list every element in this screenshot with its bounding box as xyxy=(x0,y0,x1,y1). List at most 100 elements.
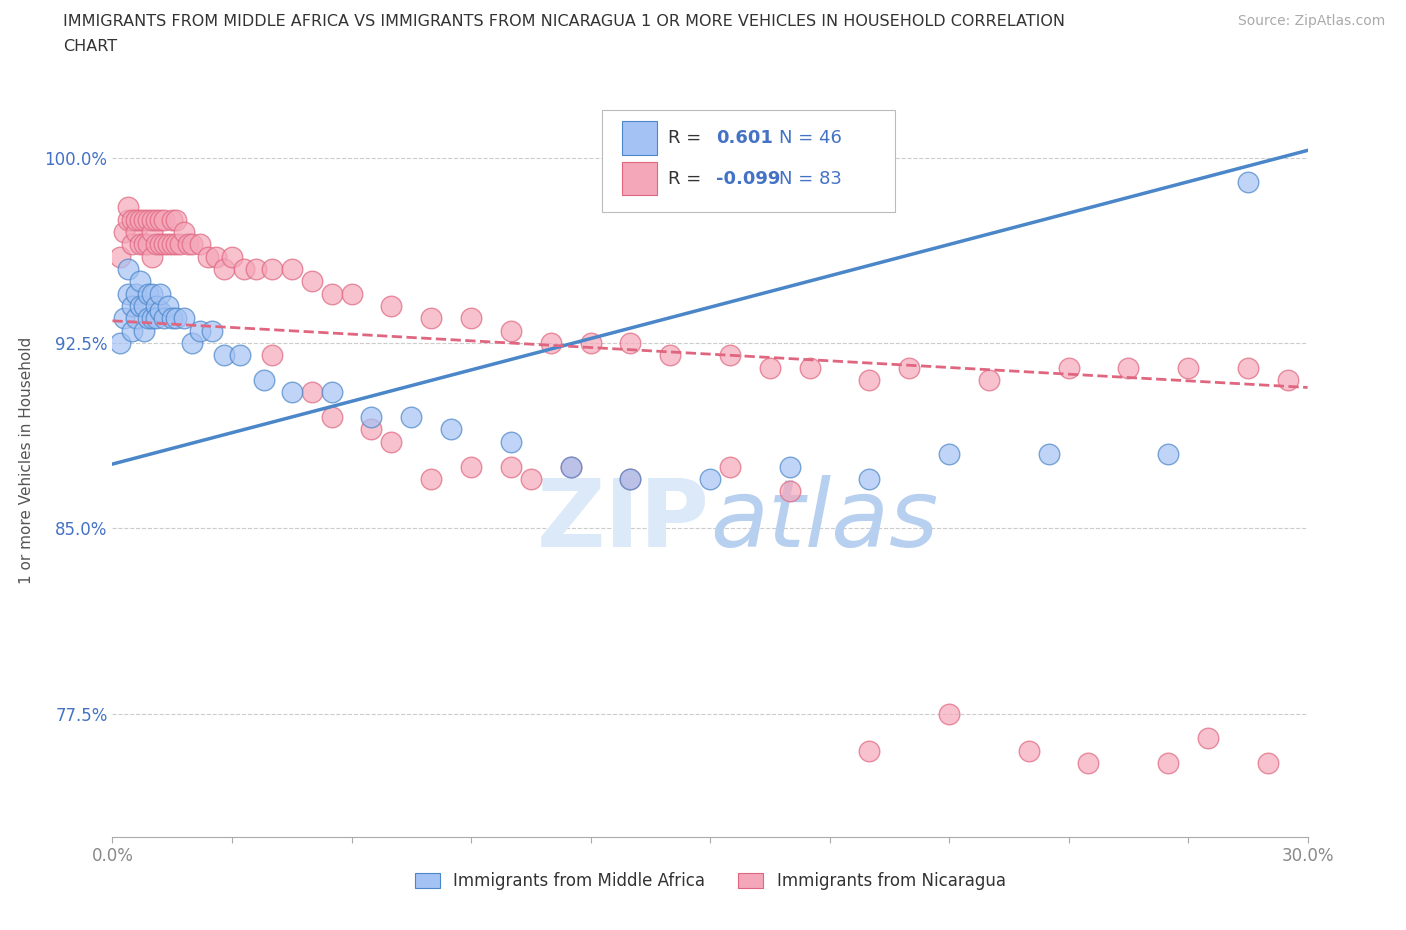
FancyBboxPatch shape xyxy=(603,110,896,212)
Point xyxy=(440,422,463,437)
Point xyxy=(153,237,176,252)
Point xyxy=(138,311,160,325)
Point xyxy=(125,212,148,227)
Point xyxy=(157,299,180,313)
Text: IMMIGRANTS FROM MIDDLE AFRICA VS IMMIGRANTS FROM NICARAGUA 1 OR MORE VEHICLES IN: IMMIGRANTS FROM MIDDLE AFRICA VS IMMIGRA… xyxy=(63,14,1066,29)
Point xyxy=(253,373,276,388)
Point xyxy=(173,224,195,239)
Point xyxy=(718,348,741,363)
Point xyxy=(129,212,152,227)
Point xyxy=(579,336,602,351)
Y-axis label: 1 or more Vehicles in Household: 1 or more Vehicles in Household xyxy=(18,337,34,584)
Point xyxy=(858,472,880,486)
Point xyxy=(125,311,148,325)
Point xyxy=(1237,360,1260,375)
Point xyxy=(1157,446,1180,461)
Point xyxy=(1018,743,1040,758)
Point xyxy=(619,472,641,486)
Point xyxy=(1257,755,1279,770)
Point xyxy=(141,249,163,264)
Point xyxy=(898,360,921,375)
Text: N = 83: N = 83 xyxy=(779,169,842,188)
Point xyxy=(110,336,132,351)
Point xyxy=(1038,446,1060,461)
Point xyxy=(141,224,163,239)
Point xyxy=(245,261,267,276)
Point xyxy=(759,360,782,375)
Point xyxy=(117,200,139,215)
Point xyxy=(560,459,582,474)
Point xyxy=(281,261,304,276)
Point xyxy=(117,212,139,227)
Point xyxy=(197,249,219,264)
Point xyxy=(173,311,195,325)
Point xyxy=(114,311,135,325)
Point xyxy=(149,286,172,301)
Point xyxy=(858,373,880,388)
Point xyxy=(779,484,801,498)
Point xyxy=(138,212,160,227)
Point xyxy=(125,224,148,239)
Text: N = 46: N = 46 xyxy=(779,129,842,147)
Point xyxy=(1237,175,1260,190)
Point xyxy=(141,212,163,227)
Point xyxy=(169,237,191,252)
Point xyxy=(201,324,224,339)
Point xyxy=(205,249,228,264)
Point xyxy=(188,324,211,339)
Point xyxy=(129,237,152,252)
Point xyxy=(145,311,167,325)
Text: Source: ZipAtlas.com: Source: ZipAtlas.com xyxy=(1237,14,1385,28)
Point xyxy=(619,336,641,351)
Text: -0.099: -0.099 xyxy=(716,169,780,188)
Point xyxy=(281,385,304,400)
Text: atlas: atlas xyxy=(710,475,938,566)
Point xyxy=(260,261,283,276)
Point xyxy=(162,311,183,325)
Point xyxy=(360,410,382,425)
Point xyxy=(321,385,343,400)
Text: ZIP: ZIP xyxy=(537,474,710,566)
Point xyxy=(121,212,143,227)
Point xyxy=(1157,755,1180,770)
Point xyxy=(157,237,180,252)
Point xyxy=(117,286,139,301)
Point xyxy=(181,336,204,351)
Point xyxy=(129,299,152,313)
Point xyxy=(659,348,682,363)
Point xyxy=(149,237,172,252)
Point xyxy=(114,224,135,239)
Point xyxy=(1277,373,1299,388)
Point xyxy=(1197,731,1219,746)
Point xyxy=(229,348,252,363)
Point xyxy=(499,324,522,339)
Point xyxy=(420,472,443,486)
Point xyxy=(799,360,821,375)
FancyBboxPatch shape xyxy=(621,122,658,154)
Point xyxy=(1118,360,1140,375)
Point xyxy=(121,237,143,252)
Point xyxy=(117,261,139,276)
Point xyxy=(162,237,183,252)
Text: 0.601: 0.601 xyxy=(716,129,773,147)
Point xyxy=(540,336,562,351)
Point xyxy=(321,286,343,301)
Point xyxy=(977,373,1000,388)
Point xyxy=(380,299,402,313)
Point xyxy=(125,286,148,301)
Point xyxy=(162,212,183,227)
Point xyxy=(221,249,243,264)
Point xyxy=(380,434,402,449)
Point xyxy=(165,237,187,252)
Point xyxy=(188,237,211,252)
Point xyxy=(181,237,204,252)
Point xyxy=(1177,360,1199,375)
Point xyxy=(499,434,522,449)
Point xyxy=(145,237,167,252)
Point xyxy=(153,212,176,227)
Point xyxy=(301,385,323,400)
Point xyxy=(301,273,323,288)
Point xyxy=(858,743,880,758)
Point xyxy=(138,286,160,301)
Point xyxy=(134,212,156,227)
